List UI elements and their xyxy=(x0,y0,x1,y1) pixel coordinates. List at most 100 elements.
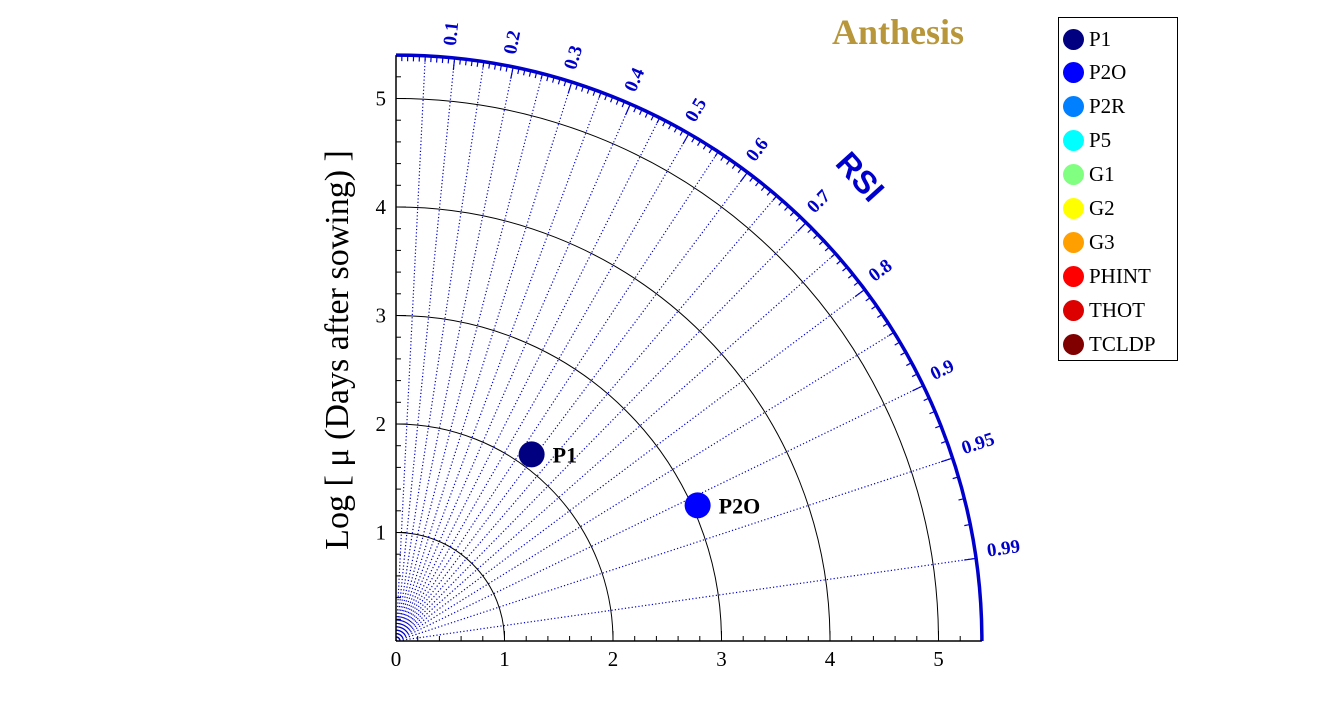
angular-tick xyxy=(470,59,473,67)
grid-circle xyxy=(395,532,505,642)
angular-ray xyxy=(395,133,690,642)
angular-tick xyxy=(900,351,907,356)
angular-tick xyxy=(726,159,731,165)
legend-marker xyxy=(1063,231,1084,253)
angular-tick xyxy=(517,68,520,75)
angular-tick xyxy=(824,246,830,252)
angular-tick xyxy=(714,151,719,158)
angular-tick-label: 0.99 xyxy=(986,536,1022,561)
outer-arc xyxy=(395,53,984,642)
grid-circle xyxy=(395,423,614,642)
angular-tick xyxy=(459,58,462,65)
angular-tick xyxy=(625,103,631,116)
angular-tick xyxy=(952,476,959,480)
angular-tick xyxy=(682,133,690,145)
legend-marker xyxy=(1063,333,1084,355)
angular-tick xyxy=(615,98,620,105)
angular-tick xyxy=(644,111,649,118)
angular-tick-label: 0.1 xyxy=(440,21,463,47)
y-tick-label: 2 xyxy=(376,412,387,436)
angular-tick-label: 0.8 xyxy=(865,255,897,286)
legend-label: G2 xyxy=(1089,196,1115,220)
y-tick-label: 1 xyxy=(376,521,387,545)
x-tick-label: 3 xyxy=(716,647,727,671)
angular-ray xyxy=(395,222,807,642)
angular-tick xyxy=(842,266,848,272)
angular-tick xyxy=(592,89,596,96)
angular-tick xyxy=(964,557,977,561)
angular-tick xyxy=(766,190,772,196)
angular-tick-label: 0.2 xyxy=(500,29,525,56)
angular-tick xyxy=(807,227,813,234)
grid-circle xyxy=(395,98,939,642)
angular-tick xyxy=(731,163,737,169)
angular-ray xyxy=(395,57,456,642)
angular-tick-label: 0.4 xyxy=(620,64,649,95)
legend-item: P5 xyxy=(1063,128,1111,154)
angular-ray xyxy=(395,288,866,642)
x-tick-label: 4 xyxy=(825,647,836,671)
legend-marker xyxy=(1063,164,1084,186)
legend-label: G1 xyxy=(1089,162,1115,187)
angular-tick xyxy=(557,78,561,85)
grid-layer xyxy=(395,55,977,642)
angular-tick xyxy=(662,120,667,127)
legend-label: P2R xyxy=(1089,94,1126,119)
angular-tick xyxy=(697,140,702,146)
angular-tick xyxy=(510,66,514,79)
angular-tick xyxy=(447,57,450,64)
angular-tick xyxy=(493,63,497,70)
angular-tick xyxy=(836,259,842,265)
angular-tick xyxy=(499,64,503,71)
chart-title: Anthesis xyxy=(832,12,964,52)
legend-item: G1 xyxy=(1063,162,1115,188)
angular-tick xyxy=(853,281,860,286)
axis-layer: 0.1 0.2 0.3 0.4 0.5 0.6 0.7 0.8 0.9 0.95 0.99 0 1 2 3 4… xyxy=(376,21,1022,671)
legend-label: P5 xyxy=(1089,128,1112,153)
angular-tick xyxy=(522,69,526,76)
angular-tick-label: 0.7 xyxy=(803,185,835,217)
legend-item: P1 xyxy=(1063,26,1111,52)
angular-tick xyxy=(797,222,807,232)
legend-label: TCLDP xyxy=(1089,331,1156,356)
angular-tick xyxy=(830,253,836,258)
legend-marker xyxy=(1063,130,1084,152)
angular-tick xyxy=(598,91,602,98)
grid-circle xyxy=(395,315,722,642)
angular-tick xyxy=(755,180,760,187)
angular-ray xyxy=(395,73,544,642)
angular-tick xyxy=(958,497,965,501)
angular-ray xyxy=(395,91,602,642)
angular-tick xyxy=(778,200,784,206)
angular-tick-label: 0.6 xyxy=(742,134,773,166)
legend-label: THOT xyxy=(1089,297,1145,322)
legend-item: THOT xyxy=(1063,297,1145,323)
y-axis-label: Log [ μ (Days after sowing) ] xyxy=(319,150,356,550)
angular-ray xyxy=(395,103,631,642)
angular-tick-label: 0.5 xyxy=(681,95,711,126)
angular-tick xyxy=(546,75,549,82)
angular-tick xyxy=(476,60,479,67)
x-tick-label: 0 xyxy=(391,647,402,671)
angular-tick-label: 0.95 xyxy=(959,429,997,459)
angular-tick xyxy=(795,216,801,222)
angular-ray xyxy=(395,66,514,642)
angular-tick xyxy=(760,185,766,192)
angular-tick xyxy=(871,305,877,310)
angular-tick xyxy=(691,136,696,143)
angular-tick xyxy=(739,171,749,183)
angular-tick xyxy=(911,373,918,378)
angular-ray xyxy=(395,331,895,642)
angular-tick xyxy=(452,57,456,71)
angular-tick xyxy=(854,288,866,298)
legend-label: PHINT xyxy=(1089,263,1151,288)
data-point-label: P2O xyxy=(719,493,761,518)
angular-tick-label: 0.9 xyxy=(927,356,958,385)
angular-ray xyxy=(395,61,485,642)
legend-item: G3 xyxy=(1063,229,1115,255)
angular-tick xyxy=(488,62,491,69)
angular-tick xyxy=(720,155,725,161)
angular-tick xyxy=(580,85,585,92)
angular-tick xyxy=(610,96,614,103)
angular-tick xyxy=(650,114,655,121)
